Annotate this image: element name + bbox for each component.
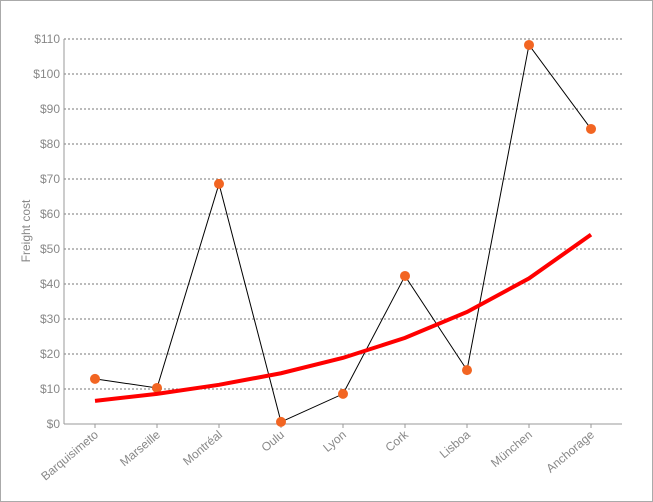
y-tick-label: $20: [40, 347, 60, 361]
y-tick-label: $100: [33, 67, 60, 81]
y-tick-label: $30: [40, 312, 60, 326]
y-tick-label: $50: [40, 242, 60, 256]
data-point: [338, 388, 348, 399]
y-tick-label: $40: [40, 277, 60, 291]
data-point: [152, 382, 162, 393]
y-tick-label: $80: [40, 137, 60, 151]
data-point: [524, 39, 534, 50]
y-axis-label: Freight cost: [19, 199, 33, 262]
data-point: [586, 123, 596, 134]
y-tick-label: $110: [34, 32, 60, 46]
data-point: [214, 178, 224, 189]
data-point: [276, 416, 286, 427]
data-point: [462, 365, 472, 376]
trendline: [94, 233, 593, 403]
y-tick-label: $0: [47, 417, 61, 431]
y-tick-label: $70: [40, 172, 60, 186]
y-tick-label: $60: [40, 207, 60, 221]
y-tick-label: $10: [40, 382, 60, 396]
data-point: [90, 373, 100, 384]
data-point: [400, 270, 410, 281]
y-tick-label: $90: [40, 102, 60, 116]
